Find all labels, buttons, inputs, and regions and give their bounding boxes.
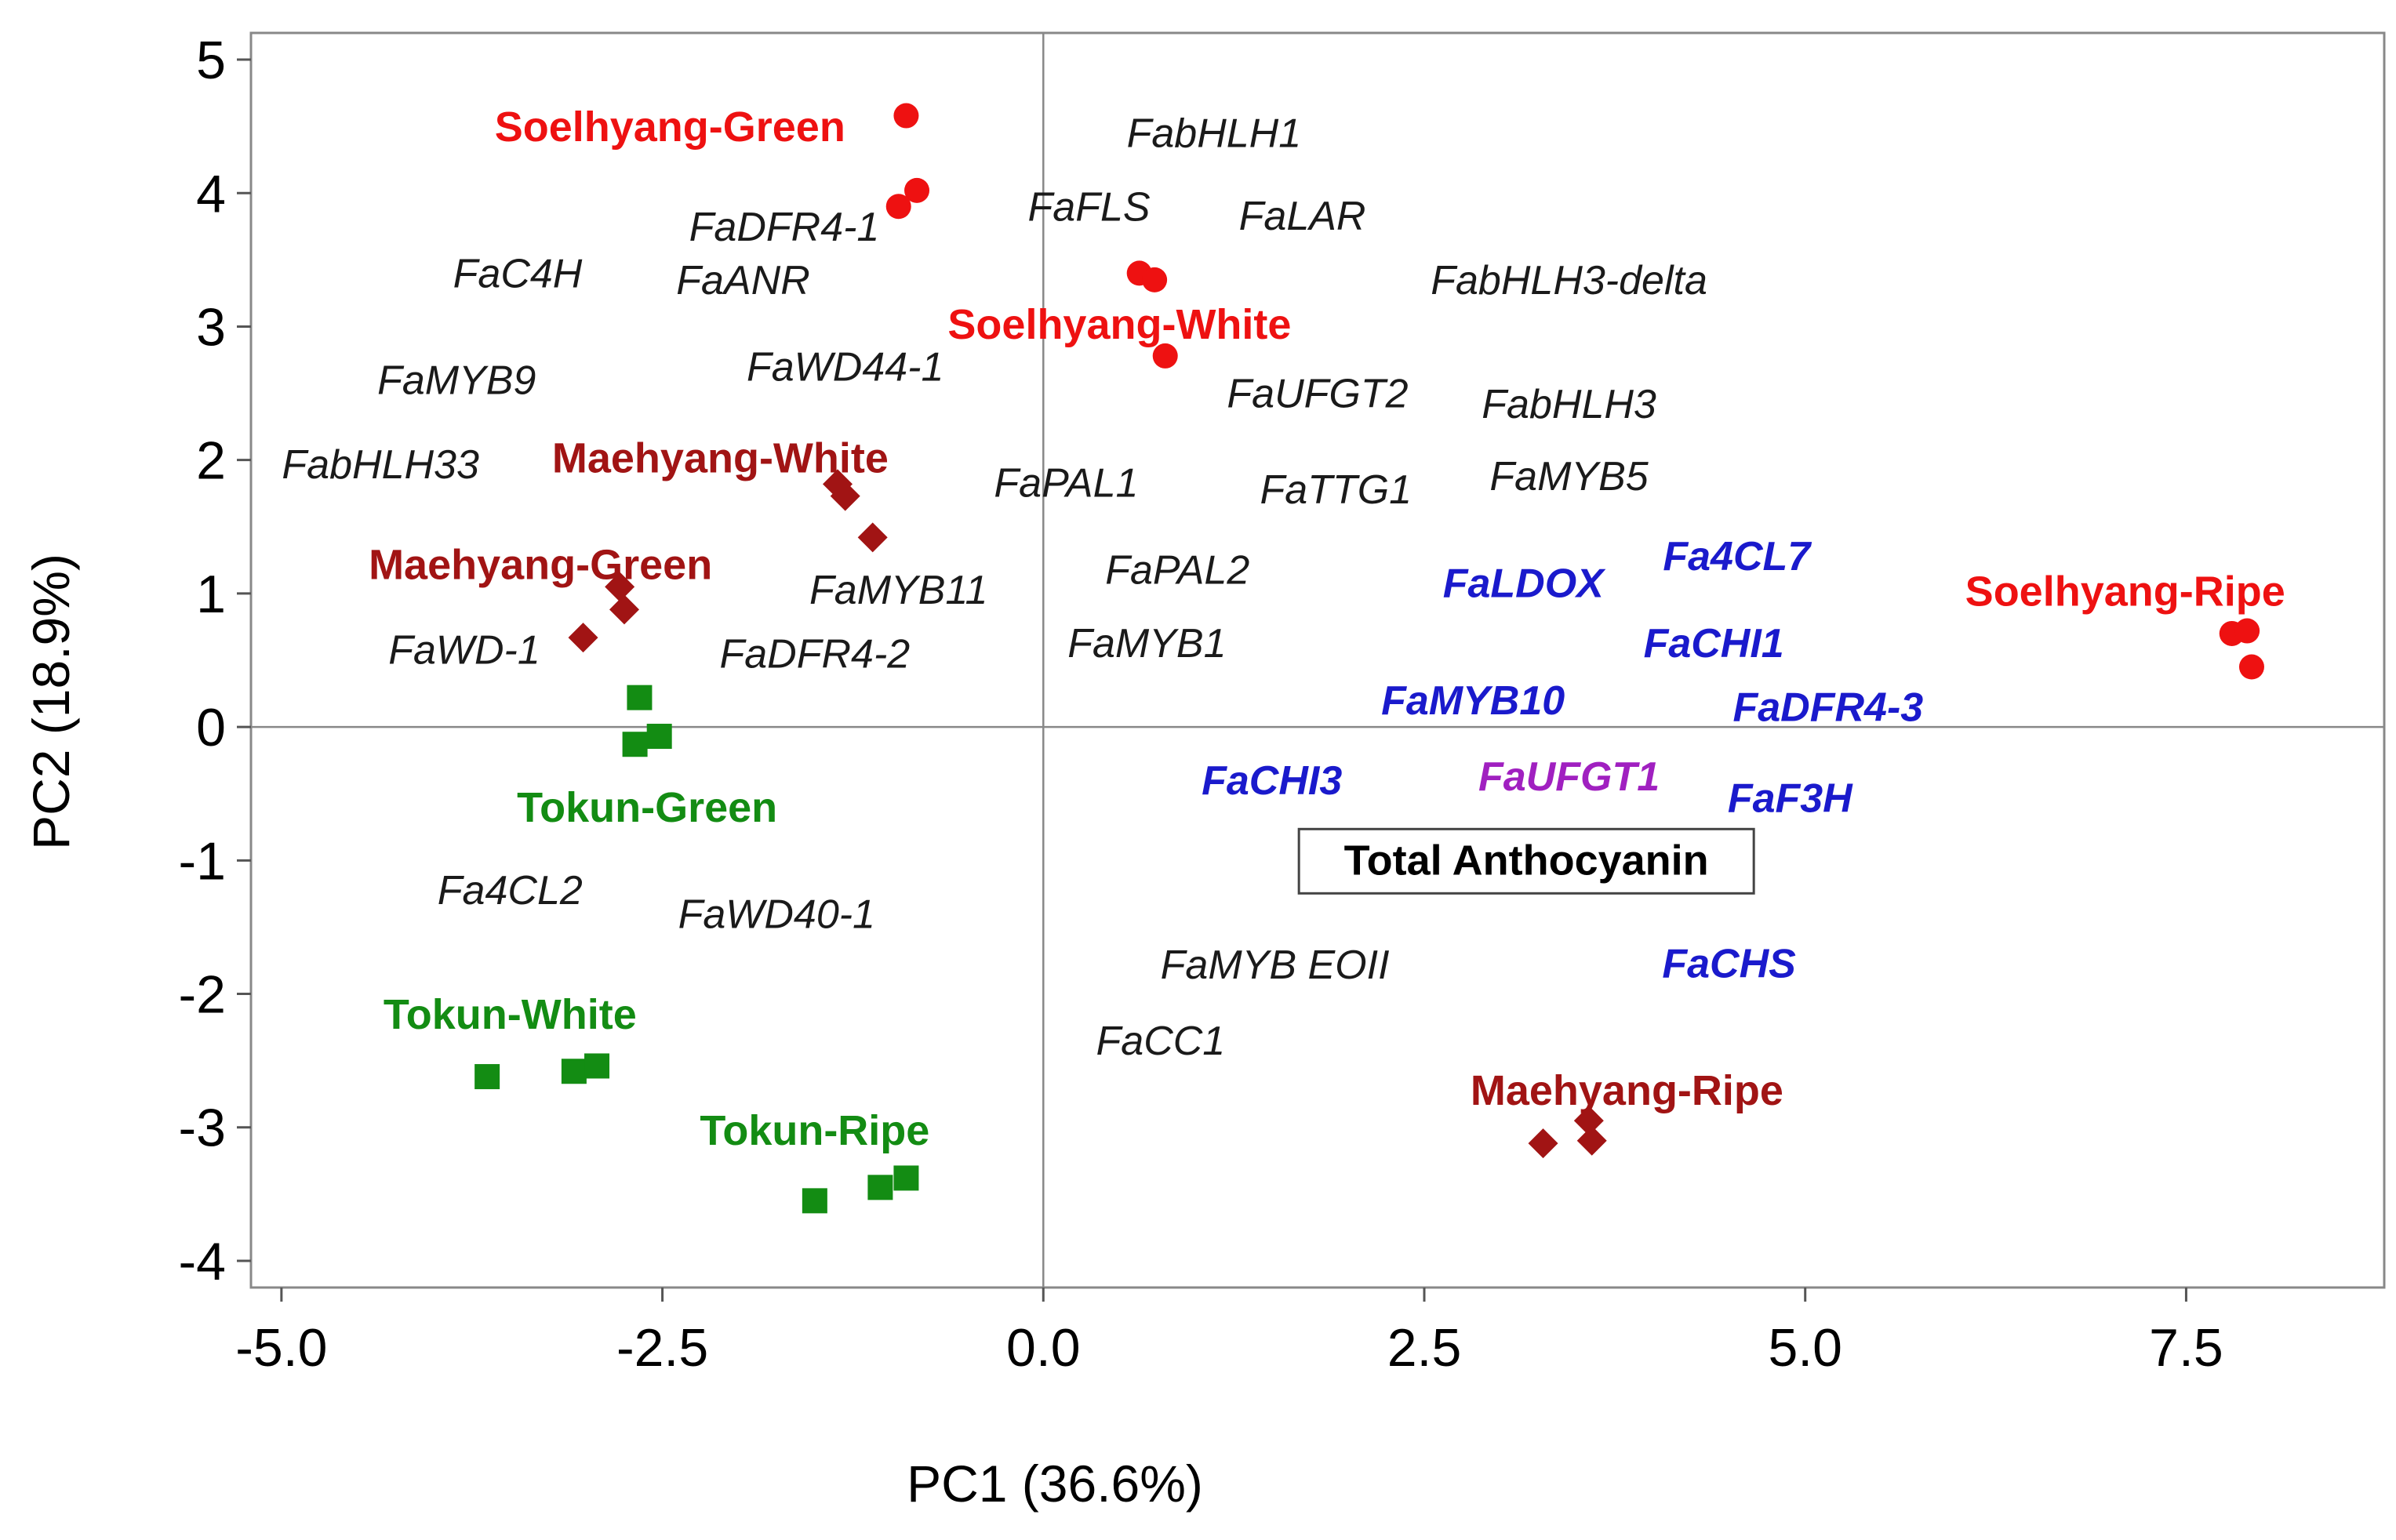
y-axis-title: PC2 (18.9%) (22, 554, 80, 850)
gene-label: FaMYB11 (809, 568, 987, 613)
point-soelhyang (885, 194, 911, 220)
point-tokun (584, 1053, 610, 1079)
gene-label: FaFLS (1028, 184, 1151, 230)
x-axis-title: PC1 (36.6%) (907, 1455, 1203, 1513)
total-anthocyanin-frame (1297, 827, 1755, 895)
gene-label: FabHLH3-delta (1431, 258, 1707, 303)
point-maehyang (605, 572, 635, 602)
x-tick-label: -5.0 (235, 1318, 327, 1378)
gene-label: FaC4H (453, 251, 583, 296)
gene-label: FaWD44-1 (747, 345, 943, 390)
group-label: Soelhyang-White (947, 301, 1291, 348)
gene-label: FaCHI3 (1202, 758, 1342, 804)
point-soelhyang (2234, 618, 2260, 644)
point-tokun (627, 685, 653, 710)
gene-label: FaMYB10 (1381, 678, 1565, 724)
group-label: Soelhyang-Green (495, 104, 845, 151)
gene-label: FaLAR (1239, 194, 1366, 239)
y-tick-label: 1 (196, 565, 226, 624)
gene-label: FaANR (676, 258, 809, 303)
point-tokun (622, 732, 648, 757)
gene-label: Fa4CL7 (1663, 534, 1812, 579)
point-maehyang (1576, 1125, 1607, 1156)
point-maehyang (609, 594, 639, 625)
gene-label: FaMYB1 (1067, 621, 1226, 666)
gene-label: FaTTG1 (1260, 467, 1413, 513)
group-label: Tokun-Green (517, 784, 777, 831)
x-tick-label: 5.0 (1768, 1318, 1842, 1378)
group-label: Tokun-Ripe (700, 1107, 929, 1154)
gene-label: FaF3H (1728, 775, 1853, 821)
group-label: Maehyang-Green (369, 541, 712, 588)
point-soelhyang (2238, 654, 2264, 680)
group-label: Maehyang-Ripe (1471, 1067, 1783, 1114)
point-soelhyang (904, 177, 930, 203)
gene-label: Fa4CL2 (438, 868, 583, 913)
gene-label: FaDFR4-3 (1732, 685, 1923, 731)
plot-frame (249, 31, 2386, 1289)
gene-label: FaUFGT1 (1478, 754, 1660, 800)
point-tokun (802, 1188, 827, 1214)
point-tokun (474, 1064, 500, 1090)
point-maehyang (568, 623, 598, 653)
gene-label: FaPAL2 (1105, 547, 1249, 593)
group-label: Soelhyang-Ripe (1965, 568, 2285, 615)
y-tick-label: 4 (196, 164, 226, 223)
x-tick-label: 2.5 (1387, 1318, 1462, 1378)
gene-label: FaCHI1 (1644, 621, 1784, 666)
gene-label: FaMYB5 (1489, 454, 1649, 499)
x-tick-label: 7.5 (2149, 1318, 2223, 1378)
gene-label: FaUFGT2 (1227, 372, 1408, 417)
x-tick-label: 0.0 (1006, 1318, 1081, 1378)
y-tick-label: -3 (179, 1099, 226, 1158)
point-maehyang (1528, 1128, 1558, 1159)
y-tick-label: 3 (196, 297, 226, 357)
y-tick-label: -1 (179, 831, 226, 891)
point-tokun (561, 1059, 587, 1084)
gene-label: FaMYB EOII (1161, 943, 1390, 988)
point-tokun (893, 1165, 919, 1191)
point-soelhyang (1142, 267, 1168, 292)
y-tick-label: -4 (179, 1232, 226, 1291)
group-label: Tokun-White (384, 991, 637, 1038)
gene-label: FaCC1 (1096, 1019, 1226, 1064)
x-tick-label: -2.5 (616, 1318, 708, 1378)
gene-label: FabHLH33 (282, 442, 479, 488)
y-tick-label: 0 (196, 698, 226, 757)
y-tick-label: 2 (196, 431, 226, 491)
gene-label: FabHLH1 (1127, 111, 1302, 157)
gene-label: FaLDOX (1443, 561, 1606, 606)
gene-label: FaDFR4-2 (719, 631, 910, 677)
point-maehyang (857, 522, 888, 553)
gene-label: FaDFR4-1 (689, 205, 880, 250)
y-tick-label: 5 (196, 31, 226, 90)
gene-label: FaWD-1 (388, 627, 540, 673)
point-maehyang (1573, 1106, 1604, 1136)
point-soelhyang (1152, 343, 1178, 369)
y-tick-label: -2 (179, 965, 226, 1025)
point-tokun (646, 724, 672, 750)
gene-label: FaWD40-1 (678, 892, 875, 937)
gene-label: FaMYB9 (377, 358, 536, 404)
gene-label: FaCHS (1662, 941, 1796, 986)
point-soelhyang (893, 103, 919, 129)
gene-label: FaPAL1 (994, 461, 1138, 507)
total-anthocyanin-box: Total Anthocyanin (1297, 827, 1755, 895)
point-tokun (867, 1175, 893, 1200)
group-label: Maehyang-White (552, 434, 889, 481)
point-maehyang (830, 481, 860, 511)
gene-label: FabHLH3 (1482, 382, 1656, 427)
total-anthocyanin-label: Total Anthocyanin (1344, 837, 1709, 884)
